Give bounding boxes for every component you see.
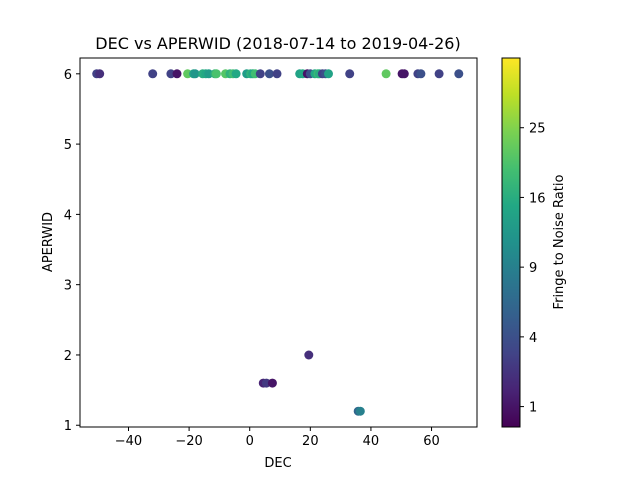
scatter-point [172,69,182,79]
scatter-point [190,69,200,79]
x-axis-ticks: −40 −20 0 20 40 60 [115,427,440,449]
scatter-point [399,69,409,79]
x-tick-label: 20 [302,434,319,449]
scatter-point [345,69,355,79]
x-tick-label: 60 [423,434,440,449]
y-tick-label: 5 [64,138,72,153]
colorbar-gradient [501,57,521,428]
x-axis-label: DEC [264,456,291,471]
y-tick-label: 3 [64,279,72,294]
x-tick-label: 0 [246,434,254,449]
colorbar-tick-label: 9 [529,261,537,276]
x-tick-label: −40 [115,434,142,449]
colorbar-label: Fringe to Noise Ratio [552,175,567,310]
scatter-point [324,69,333,79]
colorbar-tick-label: 1 [529,401,537,416]
scatter-point [434,69,444,79]
y-tick-label: 6 [64,68,72,83]
chart-title: DEC vs APERWID (2018-07-14 to 2019-04-26… [95,34,460,53]
scatter-point [148,69,158,79]
scatter-point [304,350,314,360]
scatter-point [264,69,274,79]
scatter-point [416,69,426,79]
scatter-point [95,69,105,79]
scatter-point [255,69,265,79]
y-tick-label: 4 [64,208,72,223]
scatter-point [381,69,391,79]
colorbar-tick-label: 4 [529,331,537,346]
colorbar-tick-label: 25 [529,122,546,137]
scatter-point [454,69,464,79]
y-axis-label: APERWID [41,212,56,272]
x-tick-label: −20 [175,434,202,449]
colorbar-tick-label: 16 [529,191,546,206]
scatter-point [355,406,365,416]
y-axis-ticks: 1 2 3 4 5 6 [64,68,80,434]
y-tick-label: 1 [64,419,72,434]
x-tick-label: 40 [363,434,380,449]
colorbar-ticks: 1 4 9 16 25 [520,122,546,416]
plot-area-frame [79,57,478,428]
scatter-point [267,378,277,388]
scatter-points [92,69,464,416]
y-tick-label: 2 [64,349,72,364]
scatter-point [272,69,282,79]
scatter-point [231,69,241,79]
scatter-point [211,69,221,79]
